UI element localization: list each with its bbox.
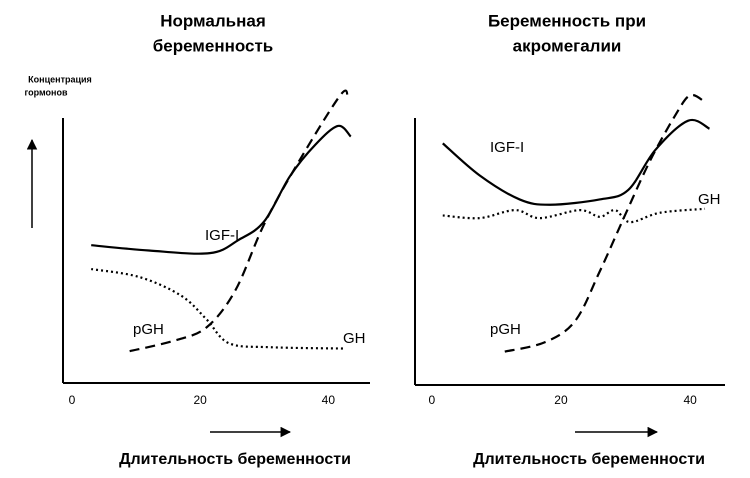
- x-axis-label: Длительность беременности: [473, 451, 705, 468]
- chart-title: акромегалии: [513, 36, 622, 55]
- x-tick-label: 20: [554, 393, 568, 407]
- chart-title: Нормальная: [160, 11, 266, 30]
- x-tick-label: 40: [683, 393, 697, 407]
- series-label: pGH: [133, 321, 164, 338]
- series-label: pGH: [490, 321, 521, 338]
- x-tick-label: 0: [69, 393, 76, 407]
- series-line: [129, 89, 349, 353]
- series-label: GH: [343, 330, 366, 347]
- series-label: IGF-I: [490, 139, 524, 156]
- y-axis-label: гормонов: [24, 87, 67, 97]
- x-tick-label: 20: [193, 393, 207, 407]
- series-line: [504, 93, 706, 353]
- series-line: [442, 207, 706, 224]
- series-line: [91, 124, 352, 255]
- series-label: IGF-I: [205, 227, 239, 244]
- chart-title: беременность: [153, 36, 274, 55]
- y-axis-label: Концентрация: [28, 74, 92, 84]
- x-tick-label: 40: [322, 393, 336, 407]
- x-axis-label: Длительность беременности: [119, 451, 351, 468]
- x-tick-label: 0: [428, 393, 435, 407]
- chart-title: Беременность при: [488, 11, 646, 30]
- series-line: [442, 118, 711, 206]
- series-line: [91, 267, 345, 350]
- series-label: GH: [698, 191, 721, 208]
